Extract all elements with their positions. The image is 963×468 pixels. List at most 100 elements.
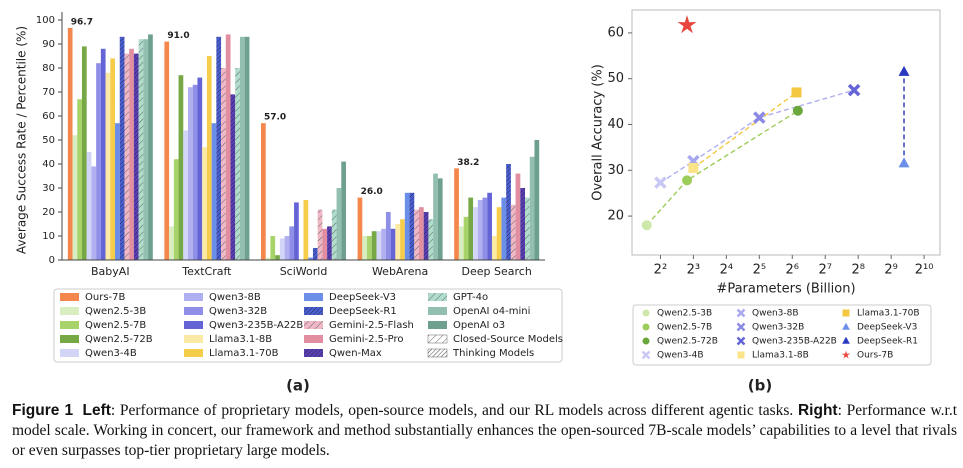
x-tick-label: SciWorld bbox=[280, 265, 328, 278]
bar bbox=[395, 224, 401, 260]
bar bbox=[143, 39, 149, 261]
x-axis-title: #Parameters (Billion) bbox=[716, 282, 855, 297]
legend-swatch bbox=[184, 349, 203, 357]
legend-label: Qwen-Max bbox=[329, 348, 382, 359]
panel-label: (b) bbox=[748, 377, 772, 395]
bar bbox=[192, 84, 198, 260]
x-tick-label: 2⁴ bbox=[720, 263, 733, 278]
bar bbox=[183, 130, 189, 260]
bar bbox=[418, 207, 424, 260]
legend-swatch bbox=[184, 293, 203, 301]
bar bbox=[371, 231, 377, 260]
legend-swatch bbox=[304, 307, 323, 315]
bar bbox=[529, 156, 535, 260]
legend-marker bbox=[736, 322, 746, 332]
legend-swatch bbox=[304, 349, 323, 357]
point bbox=[847, 83, 861, 97]
bar bbox=[331, 209, 337, 260]
legend-swatch bbox=[60, 293, 79, 301]
legend-label: Llama3.1-70B bbox=[857, 309, 920, 319]
caption-right-label: Right bbox=[797, 402, 838, 419]
legend-swatch bbox=[304, 335, 323, 343]
x-tick-label: WebArena bbox=[372, 265, 428, 278]
legend-marker bbox=[642, 309, 650, 317]
point bbox=[898, 65, 910, 76]
bar bbox=[414, 209, 419, 260]
point bbox=[688, 162, 699, 173]
y-tick-label: 0 bbox=[49, 255, 55, 266]
bar bbox=[91, 166, 97, 260]
y-tick-label: 40 bbox=[607, 117, 624, 132]
y-tick-label: 70 bbox=[42, 87, 55, 98]
bar bbox=[72, 135, 78, 260]
bar bbox=[270, 236, 276, 260]
legend-swatch bbox=[304, 293, 323, 301]
legend-label: OpenAI o4-mini bbox=[453, 306, 530, 317]
x-tick-label: 2⁸ bbox=[851, 263, 864, 278]
bar bbox=[454, 168, 459, 260]
bar bbox=[197, 77, 203, 260]
x-tick-label: Deep Search bbox=[462, 265, 532, 278]
bar bbox=[164, 41, 170, 260]
legend-label: Qwen2.5-72B bbox=[85, 334, 153, 345]
legend-marker bbox=[641, 350, 651, 360]
bar bbox=[404, 192, 410, 260]
bar bbox=[275, 255, 280, 260]
legend-swatch bbox=[184, 335, 203, 343]
legend-marker bbox=[842, 322, 850, 330]
point bbox=[753, 111, 766, 124]
series-line bbox=[692, 91, 797, 169]
point bbox=[791, 87, 802, 98]
bar bbox=[235, 68, 240, 260]
y-axis-title: Average Success Rate / Percentile (%) bbox=[15, 26, 29, 254]
bar bbox=[303, 200, 309, 260]
bar bbox=[211, 123, 217, 260]
legend-label: DeepSeek-R1 bbox=[857, 337, 918, 347]
bar bbox=[458, 226, 464, 260]
point bbox=[677, 15, 697, 34]
caption-text: : Performance w.r.t model scale. Working… bbox=[12, 402, 958, 459]
data-label: 57.0 bbox=[264, 113, 286, 123]
data-label: 91.0 bbox=[167, 31, 189, 41]
point bbox=[792, 105, 803, 116]
legend-swatch bbox=[184, 307, 203, 315]
bar bbox=[216, 36, 222, 260]
legend-swatch bbox=[60, 307, 79, 315]
legend-label: Thinking Models bbox=[452, 348, 534, 359]
legend-swatch bbox=[60, 321, 79, 329]
legend-swatch bbox=[184, 321, 203, 329]
bar bbox=[327, 226, 332, 260]
bar bbox=[115, 123, 120, 260]
bar bbox=[482, 197, 488, 260]
bar bbox=[129, 48, 134, 260]
bar bbox=[244, 36, 250, 260]
bar bbox=[294, 202, 299, 260]
bar bbox=[437, 178, 443, 260]
legend-label: Qwen3-32B bbox=[752, 323, 804, 333]
x-tick-label: 2³ bbox=[687, 263, 700, 278]
legend-label: Qwen2.5-72B bbox=[657, 337, 718, 347]
bar bbox=[496, 207, 502, 260]
y-axis-title: Overall Accuracy (%) bbox=[591, 64, 606, 201]
bar bbox=[119, 36, 125, 260]
x-tick-label: 2⁹ bbox=[884, 263, 897, 278]
bar bbox=[67, 27, 73, 261]
caption-label: Figure 1 bbox=[12, 402, 74, 419]
y-tick-label: 30 bbox=[42, 183, 55, 194]
bar bbox=[433, 173, 438, 260]
y-tick-label: 60 bbox=[42, 111, 55, 122]
point bbox=[654, 176, 667, 189]
bar bbox=[110, 58, 116, 261]
bar bbox=[341, 161, 347, 260]
bar bbox=[468, 197, 474, 260]
bar bbox=[312, 248, 318, 260]
bar bbox=[501, 197, 507, 260]
bar bbox=[239, 36, 245, 260]
legend-label: DeepSeek-R1 bbox=[329, 306, 397, 317]
point bbox=[898, 157, 910, 168]
point bbox=[682, 175, 693, 186]
x-tick-label: BabyAI bbox=[91, 265, 130, 278]
legend-label: Closed-Source Models bbox=[453, 334, 563, 345]
bar bbox=[81, 46, 87, 261]
